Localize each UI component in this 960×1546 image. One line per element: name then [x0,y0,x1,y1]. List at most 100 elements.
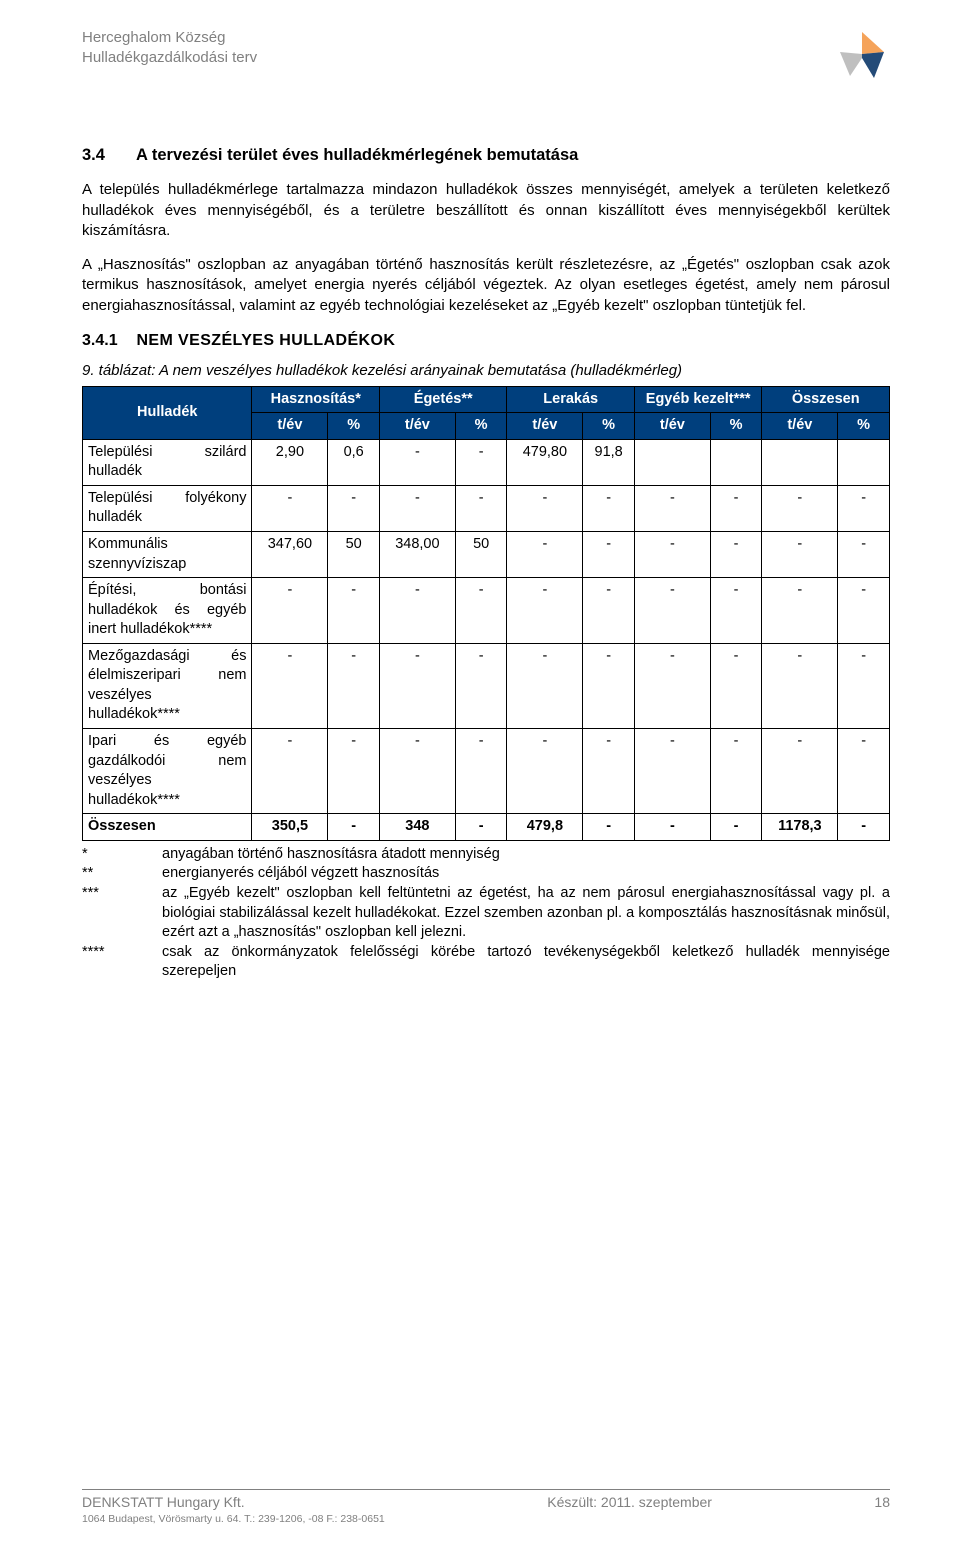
cell: 347,60 [252,531,328,577]
footnote: ***az „Egyéb kezelt" oszlopban kell felt… [82,884,890,943]
cell: - [379,578,455,644]
footer-left: DENKSTATT Hungary Kft. 1064 Budapest, Vö… [82,1493,385,1526]
row-label: Települési szilárd hulladék [83,439,252,485]
table-row: Mezőgazdasági és élelmiszeripari nem ves… [83,643,890,728]
cell: - [455,578,507,644]
th-group-0: Hasznosítás* [252,386,379,413]
cell: - [634,729,710,814]
footer-center: Készült: 2011. szeptember [547,1493,712,1512]
cell: - [328,643,380,728]
cell: - [252,643,328,728]
cell: - [328,578,380,644]
page-header: Herceghalom Község Hulladékgazdálkodási … [82,28,890,84]
th-sub: t/év [762,413,838,440]
cell: - [634,578,710,644]
table-row-total: Összesen350,5-348-479,8---1178,3- [83,814,890,841]
th-group-2: Lerakás [507,386,634,413]
cell: - [328,485,380,531]
cell [710,439,762,485]
cell: 50 [328,531,380,577]
table-row: Építési, bontási hulladékok és egyéb ine… [83,578,890,644]
footnote: *anyagában történő hasznosításra átadott… [82,845,890,865]
section-title: 3.4 A tervezési terület éves hulladékmér… [82,144,890,166]
paragraph-1: A település hulladékmérlege tartalmazza … [82,180,890,241]
cell: - [838,485,890,531]
row-label: Építési, bontási hulladékok és egyéb ine… [83,578,252,644]
footnote-text: energianyerés céljából végzett hasznosít… [162,864,890,884]
row-label: Ipari és egyéb gazdálkodói nem veszélyes… [83,729,252,814]
th-group-3: Egyéb kezelt*** [634,386,761,413]
cell: - [762,578,838,644]
subsection-num: 3.4.1 [82,330,132,352]
cell: - [379,643,455,728]
table-row: Települési folyékony hulladék---------- [83,485,890,531]
cell: - [762,531,838,577]
row-label: Települési folyékony hulladék [83,485,252,531]
th-hulladek: Hulladék [83,386,252,439]
footnotes: *anyagában történő hasznosításra átadott… [82,845,890,982]
cell: - [838,578,890,644]
cell: - [634,531,710,577]
cell: - [507,578,583,644]
cell: - [328,814,380,841]
footnote-text: anyagában történő hasznosításra átadott … [162,845,890,865]
cell: - [507,531,583,577]
footnote-mark: *** [82,884,162,904]
th-sub: % [328,413,380,440]
cell: 50 [455,531,507,577]
cell: - [838,814,890,841]
cell: - [583,643,635,728]
paragraph-2: A „Hasznosítás" oszlopban az anyagában t… [82,255,890,316]
cell: 91,8 [583,439,635,485]
footnote-mark: **** [82,943,162,963]
th-sub: t/év [252,413,328,440]
cell: - [379,439,455,485]
cell: - [710,485,762,531]
cell: - [252,729,328,814]
table-caption: 9. táblázat: A nem veszélyes hulladékok … [82,361,890,381]
cell: - [838,729,890,814]
subsection-text: NEM VESZÉLYES HULLADÉKOK [136,332,395,349]
cell: - [634,814,710,841]
cell: - [379,729,455,814]
th-sub: % [710,413,762,440]
cell: - [583,814,635,841]
cell: - [252,578,328,644]
footnote: ****csak az önkormányzatok felelősségi k… [82,943,890,982]
cell [762,439,838,485]
row-label: Kommunális szennyvíziszap [83,531,252,577]
cell: - [762,485,838,531]
cell: - [762,729,838,814]
cell: 350,5 [252,814,328,841]
table-row: Települési szilárd hulladék2,900,6--479,… [83,439,890,485]
header-line1: Herceghalom Község [82,28,257,48]
th-sub: % [455,413,507,440]
cell: - [583,578,635,644]
cell: - [455,643,507,728]
footnote: **energianyerés céljából végzett hasznos… [82,864,890,884]
cell [634,439,710,485]
cell: - [710,531,762,577]
cell: - [583,531,635,577]
cell: - [634,643,710,728]
th-sub: t/év [507,413,583,440]
cell: 0,6 [328,439,380,485]
cell: 348,00 [379,531,455,577]
cell [838,439,890,485]
th-group-4: Összesen [762,386,890,413]
cell: - [252,485,328,531]
section-num: 3.4 [82,144,132,166]
cell: - [455,729,507,814]
cell: - [455,485,507,531]
cell: - [328,729,380,814]
cell: - [583,485,635,531]
cell: - [455,814,507,841]
footnote-mark: * [82,845,162,865]
cell: 1178,3 [762,814,838,841]
table-row: Ipari és egyéb gazdálkodói nem veszélyes… [83,729,890,814]
cell: - [634,485,710,531]
footnote-text: csak az önkormányzatok felelősségi köréb… [162,943,890,982]
row-label: Mezőgazdasági és élelmiszeripari nem ves… [83,643,252,728]
cell: - [710,643,762,728]
cell: - [838,643,890,728]
